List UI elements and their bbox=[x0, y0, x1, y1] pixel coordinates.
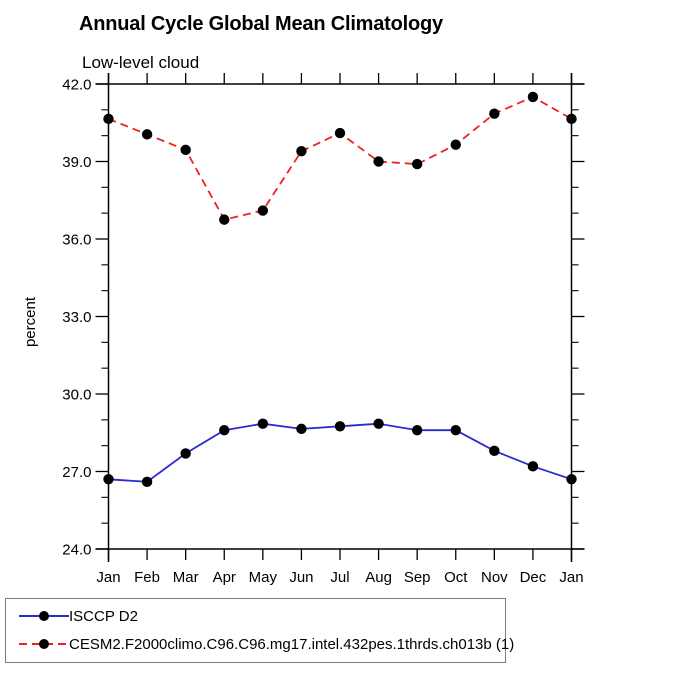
chart-subtitle: Low-level cloud bbox=[82, 53, 200, 72]
y-tick-label: 39.0 bbox=[62, 154, 91, 171]
marker-dot-icon bbox=[39, 639, 49, 649]
x-tick-label: Feb bbox=[134, 569, 160, 586]
x-tick-label: Oct bbox=[444, 569, 468, 586]
data-point bbox=[373, 156, 384, 167]
x-tick-label: Sep bbox=[404, 569, 431, 586]
legend-entry-isccp: ISCCP D2 bbox=[6, 602, 505, 630]
data-point bbox=[411, 424, 423, 436]
marker-dot-icon bbox=[39, 611, 49, 621]
x-tick-label: Dec bbox=[520, 569, 547, 586]
y-tick-label: 27.0 bbox=[62, 464, 91, 481]
x-tick-label: Jun bbox=[289, 569, 313, 586]
data-point bbox=[296, 423, 307, 435]
data-point bbox=[334, 127, 346, 139]
y-tick-label: 36.0 bbox=[62, 232, 91, 249]
data-point bbox=[527, 91, 539, 103]
data-point bbox=[180, 448, 191, 459]
data-point bbox=[180, 144, 191, 156]
x-tick-label: Apr bbox=[213, 569, 236, 586]
data-point bbox=[373, 418, 384, 429]
legend-label: ISCCP D2 bbox=[69, 607, 138, 625]
x-tick-label: Jan bbox=[96, 569, 120, 586]
data-point bbox=[527, 461, 539, 472]
y-tick-label: 24.0 bbox=[62, 542, 91, 559]
data-point bbox=[334, 421, 346, 432]
legend-entry-cesm2: CESM2.F2000climo.C96.C96.mg17.intel.432p… bbox=[6, 630, 514, 658]
y-tick-label: 42.0 bbox=[62, 77, 91, 94]
legend-line-sample-dashed bbox=[19, 638, 69, 650]
data-point bbox=[566, 474, 577, 485]
x-tick-label: May bbox=[249, 569, 278, 586]
y-tick-label: 30.0 bbox=[62, 387, 91, 404]
data-point bbox=[257, 205, 269, 216]
x-tick-label: Jan bbox=[559, 569, 583, 586]
series-line-0 bbox=[108, 422, 572, 483]
data-point bbox=[103, 474, 114, 485]
data-point bbox=[296, 145, 307, 157]
data-point bbox=[219, 214, 230, 225]
x-tick-label: Mar bbox=[173, 569, 199, 586]
data-point bbox=[219, 424, 230, 436]
data-point bbox=[489, 445, 500, 457]
data-point bbox=[450, 139, 461, 150]
legend: ISCCP D2 CESM2.F2000climo.C96.C96.mg17.i… bbox=[5, 598, 514, 663]
data-point bbox=[411, 158, 423, 170]
x-tick-label: Jul bbox=[330, 569, 349, 586]
data-point bbox=[141, 129, 153, 140]
x-tick-label: Nov bbox=[481, 569, 508, 586]
legend-line-sample-solid bbox=[19, 610, 69, 622]
data-point bbox=[450, 424, 461, 436]
legend-label: CESM2.F2000climo.C96.C96.mg17.intel.432p… bbox=[69, 635, 515, 653]
x-tick-label: Aug bbox=[365, 569, 392, 586]
data-point bbox=[103, 113, 114, 125]
data-point bbox=[566, 113, 577, 125]
data-point bbox=[257, 418, 269, 429]
chart-title: Annual Cycle Global Mean Climatology bbox=[79, 13, 443, 35]
data-point bbox=[489, 108, 500, 119]
series-line-1 bbox=[108, 95, 572, 221]
data-point bbox=[141, 476, 153, 488]
y-tick-label: 33.0 bbox=[62, 309, 91, 326]
